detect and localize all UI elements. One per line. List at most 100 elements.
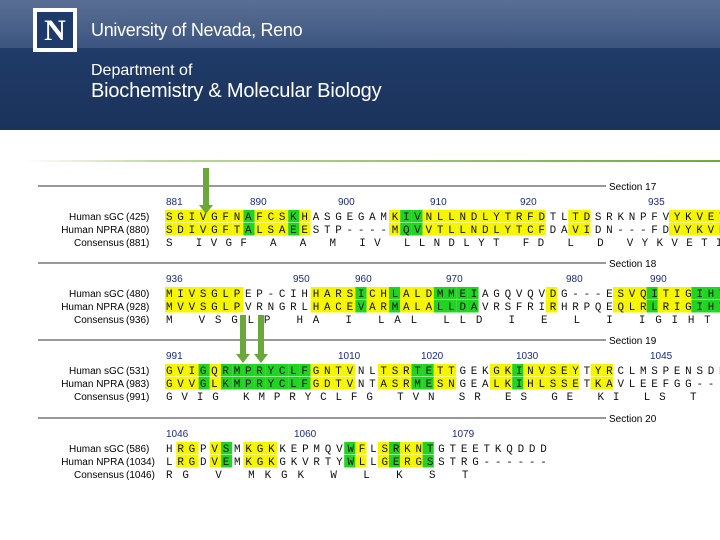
residue-highlight (288, 210, 300, 223)
residue-highlight (176, 287, 188, 300)
position-number: 1030 (516, 351, 539, 362)
residue-highlight (243, 442, 255, 455)
arrow-head (199, 205, 213, 214)
residue-highlight (377, 300, 389, 313)
residue-highlight (288, 377, 300, 390)
residue-highlight (624, 287, 636, 300)
residue-highlight (669, 210, 681, 223)
residue-highlight (579, 223, 591, 236)
row-name: Human sGC (69, 366, 124, 377)
position-number: 970 (446, 274, 463, 285)
banner: N University of Nevada, Reno Department … (0, 0, 720, 130)
residue-highlight (411, 455, 423, 468)
residue-highlight (489, 223, 501, 236)
residue-highlight (310, 364, 322, 377)
banner-top-band (0, 0, 720, 48)
department-line1: Department of (91, 62, 193, 79)
residue-highlight (221, 442, 233, 455)
residue-highlight (400, 223, 412, 236)
residue-highlight (221, 364, 233, 377)
residue-highlight (165, 377, 177, 390)
residue-highlight (187, 364, 199, 377)
residue-highlight (646, 287, 658, 300)
residue-highlight (187, 287, 199, 300)
residue-highlight (176, 455, 188, 468)
residue-highlight (445, 300, 457, 313)
residue-highlight (613, 287, 625, 300)
residue-highlight (590, 364, 602, 377)
position-number: 1060 (294, 429, 317, 440)
residue-highlight (176, 442, 188, 455)
row-name: Human sGC (69, 212, 124, 223)
residue-highlight (299, 377, 311, 390)
residue-highlight (590, 377, 602, 390)
residue-highlight (400, 455, 412, 468)
residue-highlight (299, 210, 311, 223)
residue-highlight (489, 377, 501, 390)
residue-highlight (512, 223, 524, 236)
residue-highlight (433, 223, 445, 236)
residue-highlight (389, 364, 401, 377)
residue-highlight (713, 287, 720, 300)
residue-highlight (265, 364, 277, 377)
residue-highlight (613, 300, 625, 313)
university-name[interactable]: University of Nevada, Reno (91, 20, 303, 40)
residue-highlight (321, 287, 333, 300)
residue-highlight (411, 287, 423, 300)
residue-highlight (400, 364, 412, 377)
residue-highlight (456, 300, 468, 313)
position-number: 900 (338, 197, 355, 208)
position-number: 990 (650, 274, 667, 285)
residue-highlight (445, 364, 457, 377)
university-logo[interactable]: N (33, 8, 77, 52)
residue-highlight (176, 377, 188, 390)
residue-highlight (601, 364, 613, 377)
residue-highlight (467, 223, 479, 236)
residue-highlight (702, 300, 714, 313)
sequence-text: GVIG KMPRYCLFG TVN SR ES GE KI LS T L F … (166, 392, 720, 404)
residue-highlight (366, 300, 378, 313)
row-number: (983) (126, 379, 149, 390)
residue-highlight (209, 223, 221, 236)
residue-highlight (198, 223, 210, 236)
residue-highlight (198, 287, 210, 300)
residue-highlight (445, 377, 457, 390)
residue-highlight (467, 210, 479, 223)
position-number: 980 (566, 274, 583, 285)
residue-highlight (657, 287, 669, 300)
residue-highlight (389, 287, 401, 300)
residue-highlight (232, 287, 244, 300)
row-number: (881) (126, 238, 149, 249)
residue-highlight (512, 364, 524, 377)
sequence-text: M VSGLP HA I LAL LLD I E L I IGIHTG V (166, 315, 720, 327)
residue-highlight (254, 377, 266, 390)
row-number: (586) (126, 444, 149, 455)
residue-highlight (534, 210, 546, 223)
residue-highlight (187, 442, 199, 455)
residue-highlight (691, 210, 703, 223)
residue-highlight (209, 210, 221, 223)
residue-highlight (512, 377, 524, 390)
sequence-text: S IVGF A A M IV LLNDLYT FD L D VYKVETI D… (166, 238, 720, 250)
residue-highlight (232, 223, 244, 236)
residue-highlight (523, 364, 535, 377)
header-divider (24, 160, 720, 162)
residue-highlight (501, 364, 513, 377)
residue-highlight (400, 442, 412, 455)
residue-highlight (355, 300, 367, 313)
residue-highlight (389, 300, 401, 313)
residue-highlight (680, 300, 692, 313)
residue-highlight (277, 210, 289, 223)
row-name: Consensus (74, 392, 124, 403)
residue-highlight (478, 210, 490, 223)
residue-highlight (165, 364, 177, 377)
residue-highlight (277, 223, 289, 236)
residue-highlight (680, 223, 692, 236)
residue-highlight (187, 455, 199, 468)
sequence-text: SDIVGFTALSAEESTP----MQVVTLLNDLYTCFDAVIDN… (166, 225, 720, 237)
residue-highlight (321, 364, 333, 377)
residue-highlight (422, 300, 434, 313)
residue-highlight (411, 442, 423, 455)
residue-highlight (568, 210, 580, 223)
residue-highlight (467, 287, 479, 300)
